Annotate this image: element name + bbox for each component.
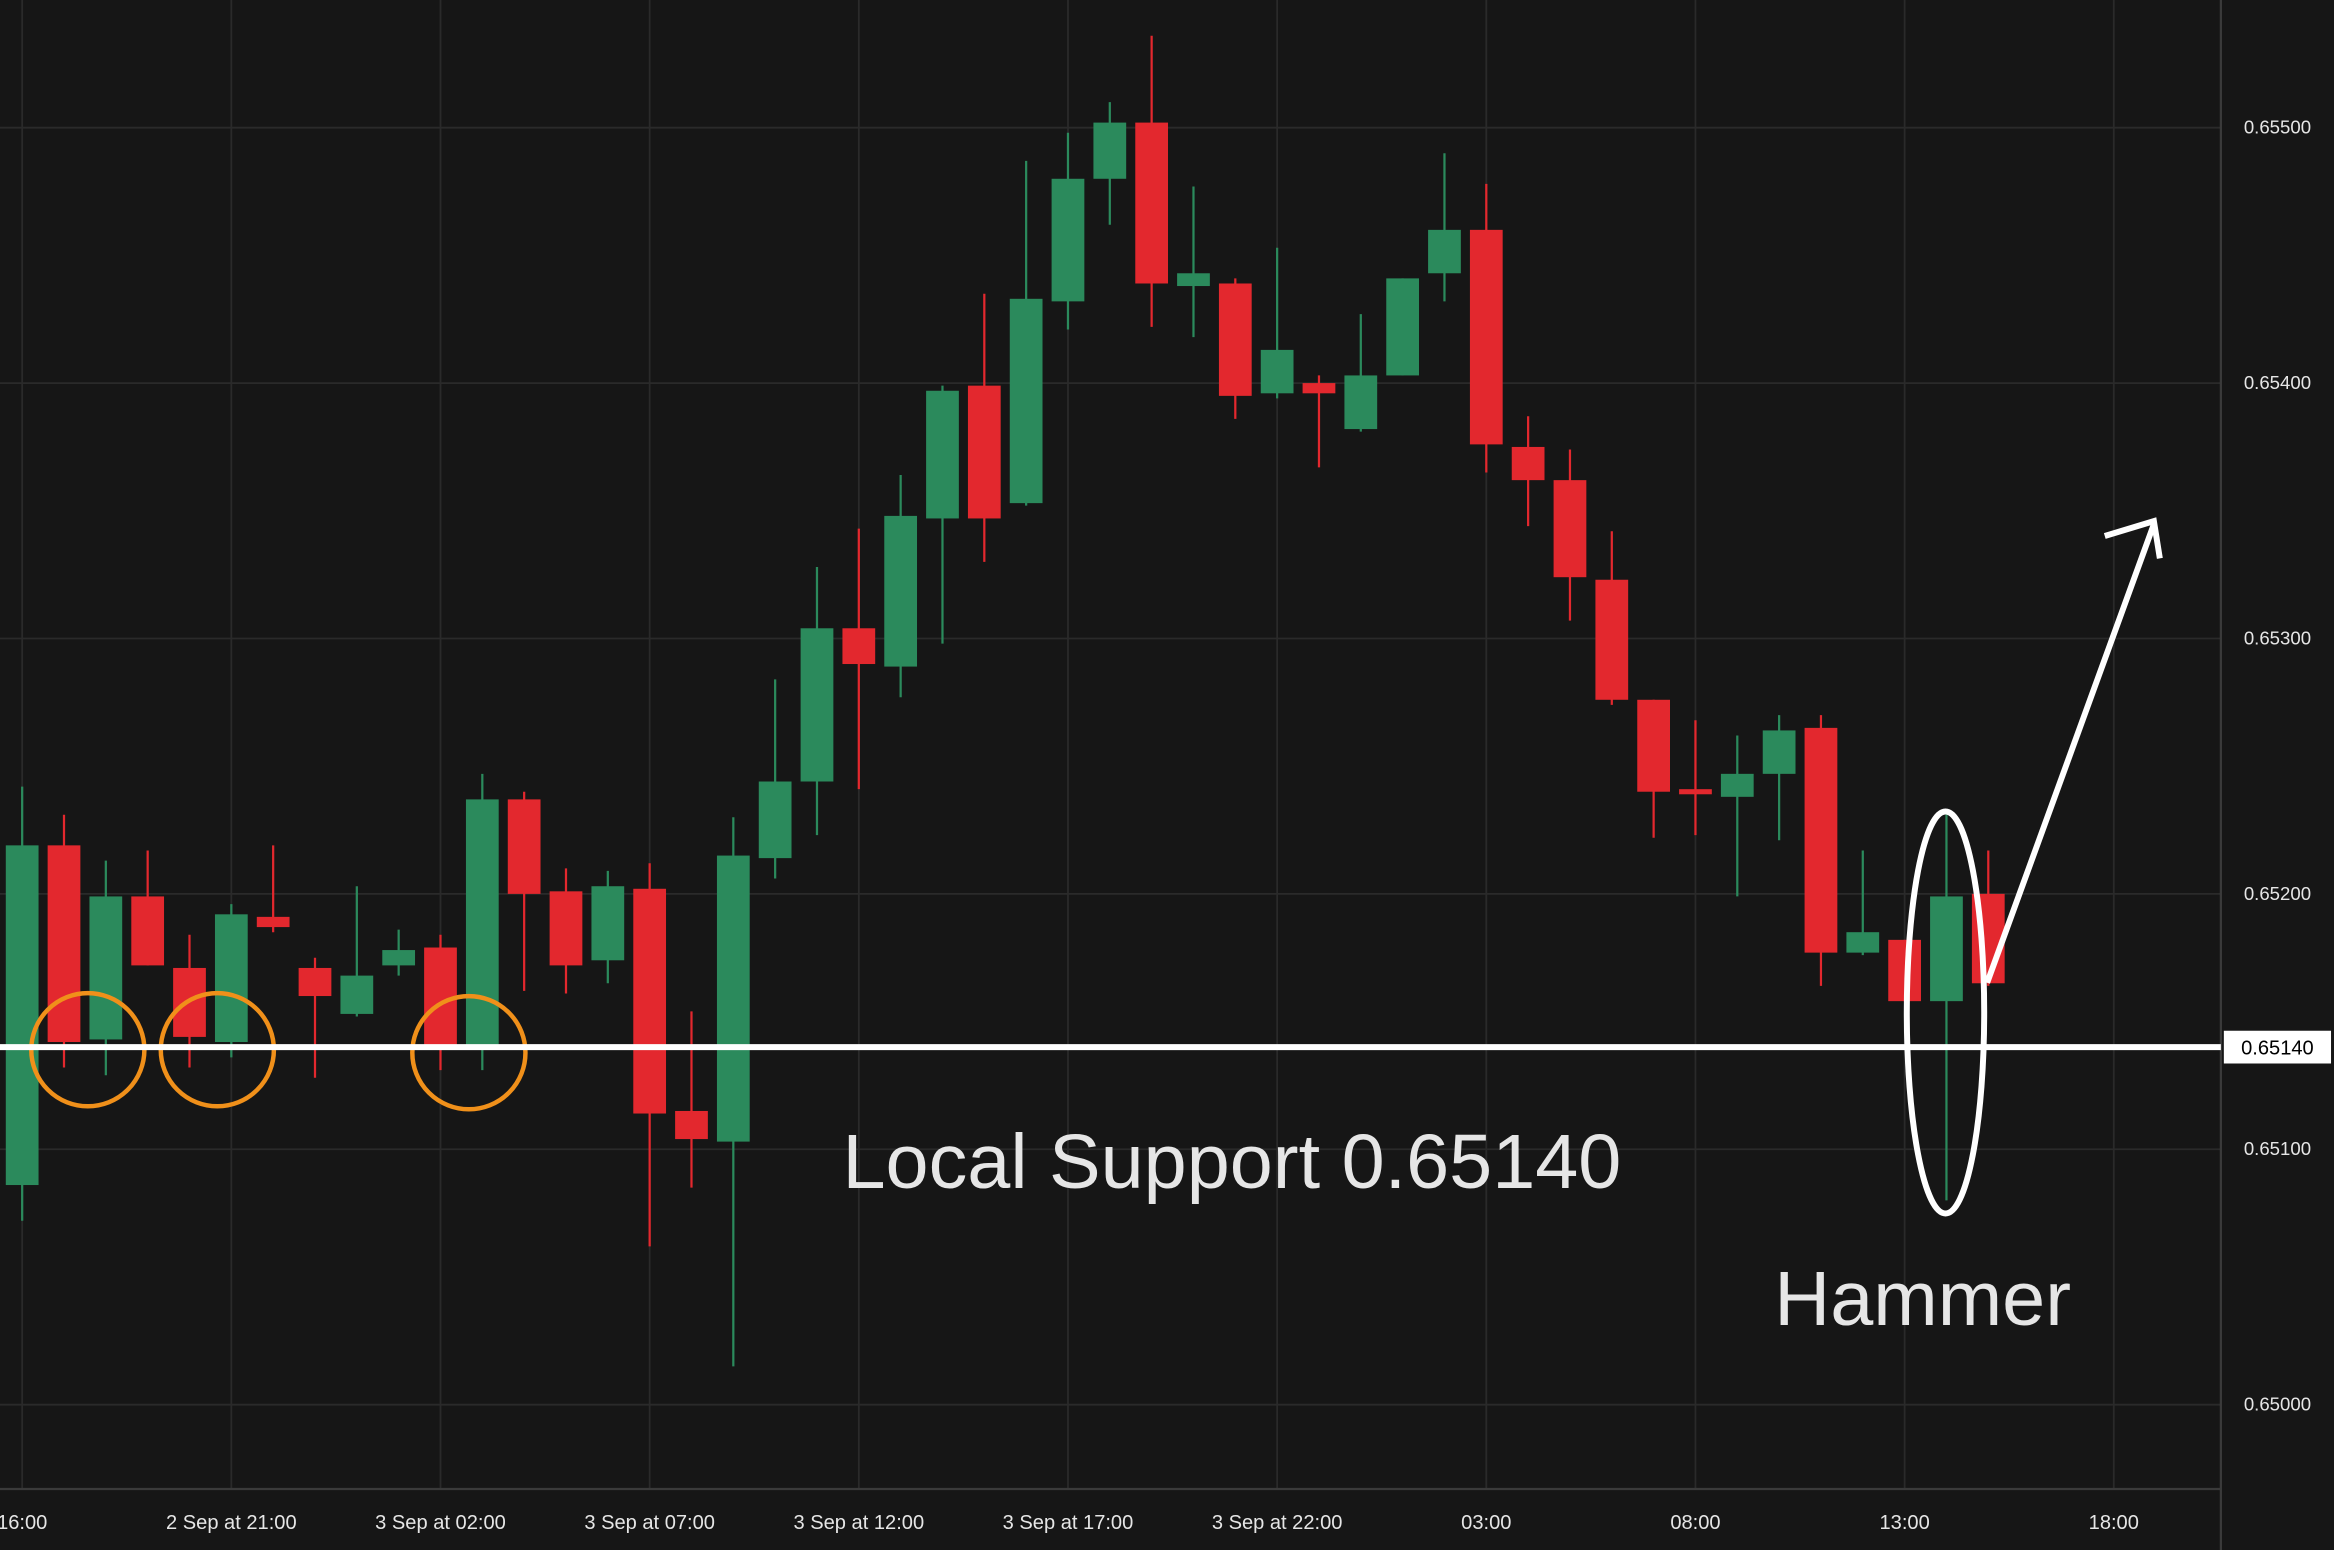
arrow-shaft (1984, 523, 2157, 984)
support-price-label: 0.65140 (2241, 1038, 2314, 1060)
x-tick-label: 3 Sep at 07:00 (584, 1512, 715, 1534)
candle-body (131, 896, 165, 966)
hammer-ellipse (1903, 808, 1988, 1217)
candle-body (1762, 730, 1796, 774)
x-tick-label: 18:00 (2089, 1512, 2139, 1534)
hammer-annotation: Hammer (1774, 1256, 2071, 1342)
candle-body (675, 1110, 708, 1140)
x-tick-label: 03:00 (1461, 1512, 1511, 1534)
candle-body (549, 891, 583, 966)
x-tick-label: 3 Sep at 12:00 (794, 1512, 925, 1534)
candle-body (424, 947, 457, 1045)
candle-body (591, 886, 625, 961)
candle-body (465, 799, 499, 1045)
candle-body (1595, 579, 1629, 700)
candle-body (1344, 375, 1378, 430)
candle-body (1177, 273, 1210, 287)
candle-body (1218, 283, 1252, 396)
x-tick-label: 16:00 (0, 1512, 47, 1534)
x-tick-label: 3 Sep at 02:00 (375, 1512, 506, 1534)
candle-body (967, 385, 1001, 519)
y-tick-label: 0.65000 (2244, 1394, 2311, 1415)
candle-body (1093, 122, 1127, 179)
y-tick-label: 0.65100 (2244, 1138, 2311, 1159)
candle-body (507, 799, 541, 894)
candle-body (1804, 727, 1838, 953)
candle-body (1846, 932, 1880, 953)
x-tick-label: 3 Sep at 22:00 (1212, 1512, 1343, 1534)
candle-body (1930, 896, 1963, 1002)
candle-body (1469, 229, 1503, 445)
candle-body (926, 390, 959, 519)
candle-body (1511, 446, 1545, 481)
orange-circle (410, 993, 528, 1112)
candles (5, 35, 2005, 1367)
candle-body (1135, 122, 1169, 284)
candle-body (382, 950, 416, 966)
candle-body (758, 781, 792, 859)
candle-body (214, 914, 248, 1043)
candle-body (5, 845, 39, 1186)
candle-body (1428, 229, 1461, 274)
arrow-head (2103, 517, 2163, 559)
x-tick-label: 3 Sep at 17:00 (1003, 1512, 1134, 1534)
candle-body (1553, 480, 1587, 578)
candle-body (716, 855, 750, 1142)
y-tick-label: 0.65400 (2244, 372, 2311, 393)
candle-body (340, 975, 374, 1014)
y-tick-label: 0.65500 (2244, 117, 2311, 138)
candle-body (842, 628, 876, 665)
x-tick-label: 2 Sep at 21:00 (166, 1512, 297, 1534)
candle-body (1051, 178, 1085, 302)
candle-body (884, 515, 918, 667)
candle-body (800, 628, 834, 782)
annotations: Local Support 0.65140 Hammer (0, 517, 2221, 1342)
x-tick-label: 08:00 (1670, 1512, 1720, 1534)
candle-body (633, 888, 667, 1114)
y-tick-label: 0.65200 (2244, 883, 2311, 904)
candle-body (1009, 298, 1043, 504)
candle-body (1386, 278, 1420, 376)
x-tick-label: 13:00 (1879, 1512, 1929, 1534)
support-annotation: Local Support 0.65140 (843, 1119, 1622, 1205)
candle-body (1637, 699, 1671, 792)
candle-body (1679, 789, 1712, 795)
candle-body (1720, 773, 1754, 797)
candle-body (47, 845, 81, 1043)
candle-body (1302, 383, 1336, 394)
candle-body (1260, 349, 1294, 394)
candle-body (298, 967, 332, 997)
support-price-box (2223, 1030, 2332, 1064)
candle-body (256, 916, 290, 928)
candle-body (89, 896, 123, 1040)
y-tick-label: 0.65300 (2244, 627, 2311, 648)
